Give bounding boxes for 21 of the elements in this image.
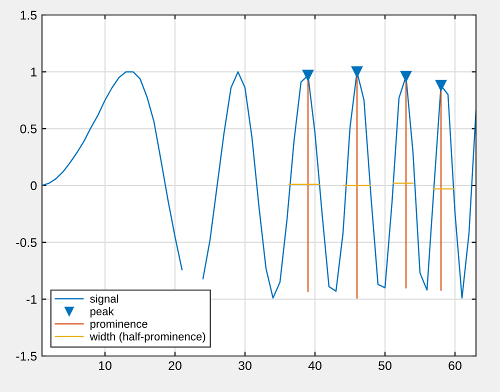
point (302, 70, 314, 81)
point (435, 80, 447, 92)
x-tick-label: 20 (168, 361, 182, 370)
point (400, 70, 412, 82)
y-tick-label: -0.5 (16, 238, 37, 247)
x-tick-label: 60 (448, 361, 462, 370)
point (351, 66, 363, 78)
y-tick-label: -1 (26, 295, 37, 304)
x-tick-label: 50 (378, 361, 392, 370)
y-tick-label: -1.5 (16, 352, 37, 361)
y-tick-label: 0 (30, 181, 37, 190)
legend-label: peak (90, 307, 114, 318)
legend-label: prominence (90, 320, 148, 330)
y-tick-label: 1 (31, 68, 37, 76)
y-tick-label: 1.5 (20, 10, 37, 20)
y-tick-label: 0.5 (20, 124, 37, 134)
legend-label: signal (90, 294, 118, 305)
x-tick-label: 30 (238, 361, 252, 370)
x-tick-label: 10 (99, 361, 112, 370)
legend-label: width (half-prominence) (90, 332, 206, 343)
x-tick-label: 40 (308, 361, 322, 370)
